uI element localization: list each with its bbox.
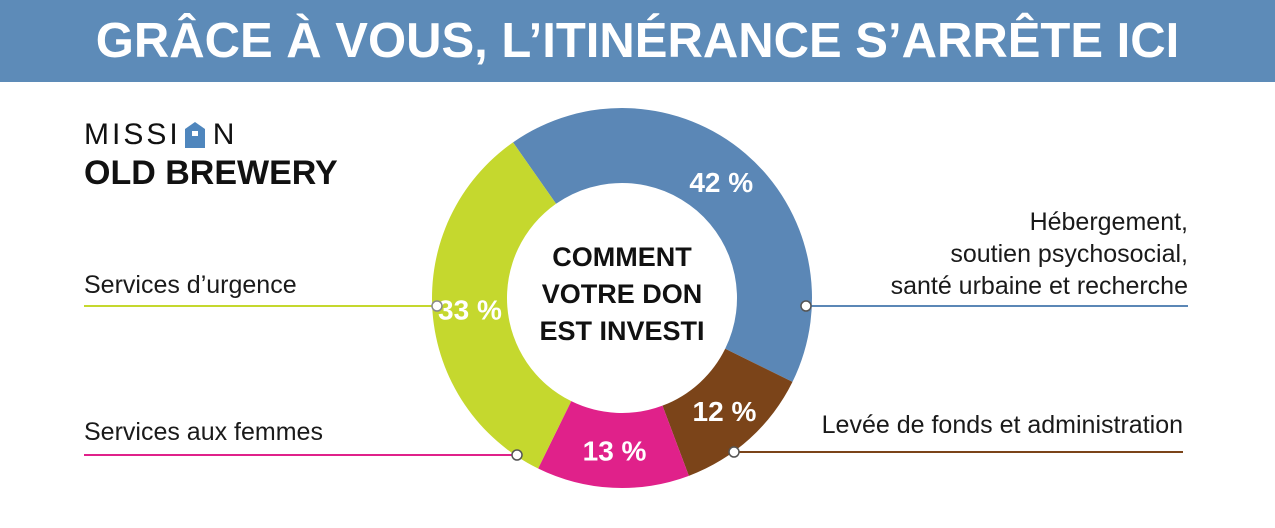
slice-value-label-services-urgence: 33 % <box>438 295 502 326</box>
logo-text-part1: MISSI <box>84 118 181 151</box>
logo-text-part2: N <box>212 118 238 151</box>
slice-value-label-levee-de-fonds: 12 % <box>693 396 757 427</box>
legend-label-line: Levée de fonds et administration <box>821 411 1183 439</box>
house-icon <box>184 122 205 148</box>
center-text-line: EST INVESTI <box>539 316 704 346</box>
leader-dot-hebergement <box>800 300 812 312</box>
legend-label-line: Hébergement, <box>1029 208 1188 236</box>
legend-label-line: soutien psychosocial, <box>950 240 1188 268</box>
center-text-line: COMMENT <box>552 242 692 272</box>
slice-value-label-hebergement: 42 % <box>689 167 753 198</box>
legend-label-hebergement: Hébergement, soutien psychosocial, santé… <box>891 206 1188 302</box>
legend-label-levee-de-fonds: Levée de fonds et administration <box>822 409 1183 441</box>
center-text-line: VOTRE DON <box>542 279 703 309</box>
legend-label-line: santé urbaine et recherche <box>890 272 1188 300</box>
leader-dot-services-urgence <box>431 300 443 312</box>
legend-label-services-femmes: Services aux femmes <box>84 416 323 448</box>
donut-slice-levee-de-fonds <box>662 348 793 476</box>
legend-label-services-urgence: Services d’urgence <box>84 269 297 301</box>
donut-slice-services-urgence <box>431 142 572 469</box>
title-banner: GRÂCE À VOUS, L’ITINÉRANCE S’ARRÊTE ICI <box>0 0 1275 82</box>
slice-value-label-services-femmes: 13 % <box>583 435 647 466</box>
leader-dot-levee-de-fonds <box>728 446 740 458</box>
donut-slice-hebergement <box>513 107 813 382</box>
legend-label-line: Services aux femmes <box>84 418 323 446</box>
legend-label-line: Services d’urgence <box>84 271 297 299</box>
logo-line1: MISSI N <box>84 118 237 152</box>
leader-dot-services-femmes <box>511 449 523 461</box>
logo-line2: OLD BREWERY <box>84 154 338 192</box>
donut-slice-services-femmes <box>538 401 689 488</box>
page-title: GRÂCE À VOUS, L’ITINÉRANCE S’ARRÊTE ICI <box>95 14 1180 68</box>
